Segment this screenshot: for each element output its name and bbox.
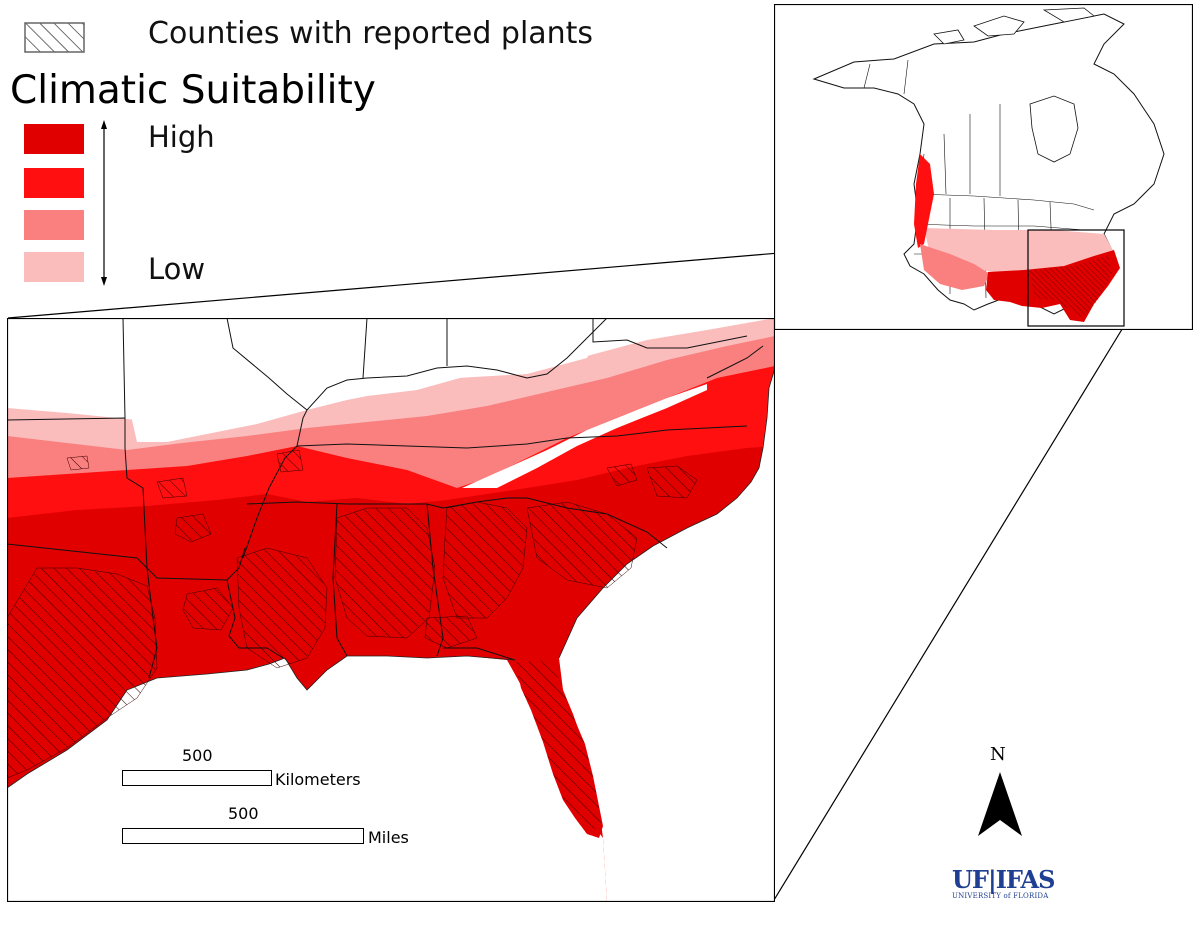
coastline [7, 367, 775, 789]
logo-sub-text: UNIVERSITY of FLORIDA [952, 892, 1049, 900]
main-map [7, 318, 775, 902]
scale-km-bar [122, 770, 272, 786]
inset-hatched-counties [1030, 256, 1112, 318]
legend-range-arrow [101, 120, 107, 286]
hatch-legend-label: Counties with reported plants [148, 16, 594, 51]
legend-high-label: High [148, 120, 215, 154]
north-arrow-label: N [990, 744, 1006, 765]
state-boundaries [7, 318, 764, 679]
florida-hatched-counties [515, 660, 601, 830]
north-arrow-icon [978, 772, 1022, 836]
unsuitable-ridge [462, 384, 707, 488]
scale-mi-bar [122, 828, 364, 844]
legend-title: Climatic Suitability [10, 68, 376, 113]
logo-main-text: UF|IFAS [952, 865, 1056, 894]
legend-swatch-low [24, 252, 84, 282]
inset-extent-box [1027, 229, 1125, 327]
atlantic-ocean [559, 368, 775, 902]
scale-mi-value: 500 [228, 804, 259, 823]
inset-suitability-west [914, 154, 934, 248]
legend-swatch-medium-high [24, 168, 84, 198]
ufifas-logo: UF|IFAS UNIVERSITY of FLORIDA [952, 865, 1056, 901]
legend-swatch-medium-low [24, 210, 84, 240]
hatched-counties [7, 449, 698, 779]
hudson-bay [1029, 95, 1079, 163]
inset-map [774, 4, 1193, 330]
unsuitable-north-zone [127, 318, 607, 442]
scale-mi-unit: Miles [368, 828, 409, 847]
scale-km-unit: Kilometers [275, 770, 361, 789]
legend-low-label: Low [148, 252, 206, 286]
inset-suitability-southwest [920, 244, 990, 290]
hatch-legend-swatch [24, 22, 85, 53]
scale-km-value: 500 [182, 746, 213, 765]
legend-swatch-high [24, 124, 84, 154]
